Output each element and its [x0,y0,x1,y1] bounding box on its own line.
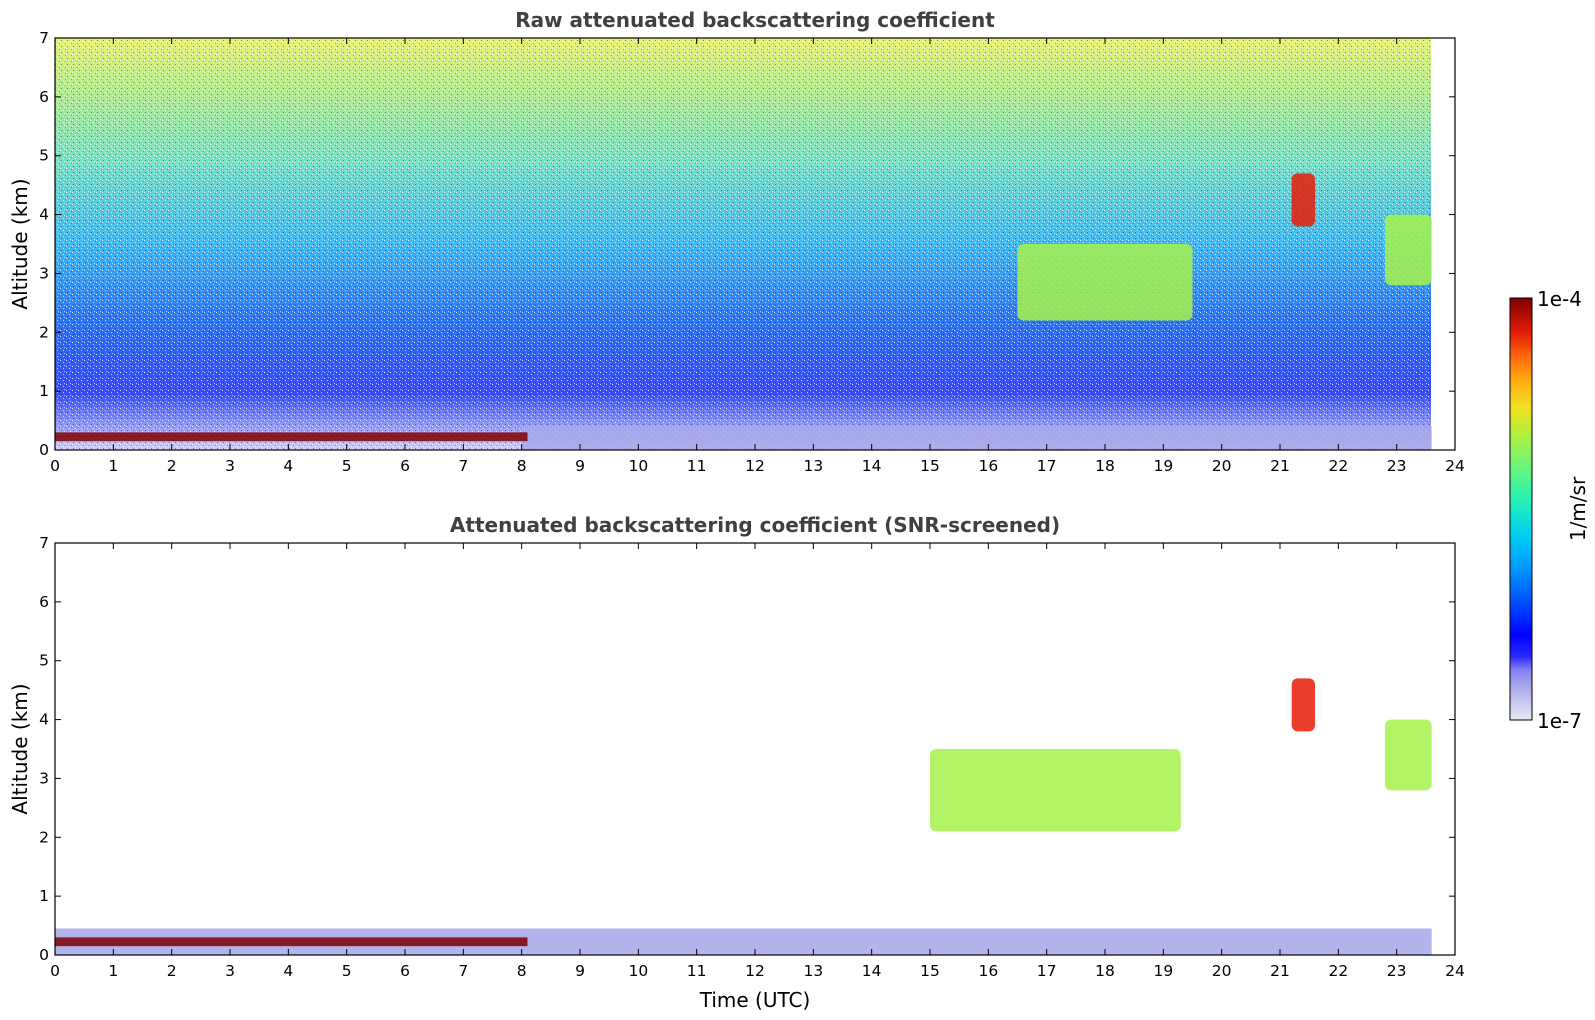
panel-screened-xtick-label: 3 [225,962,235,980]
panel-raw: Raw attenuated backscattering coefficien… [8,8,1465,475]
panel-raw-xtick-label: 7 [458,457,468,475]
panel-raw-xtick-label: 14 [862,457,882,475]
panel-screened-xtick-label: 23 [1387,962,1407,980]
panel-screened-xtick-label: 13 [803,962,823,980]
panel-screened-ytick-label: 5 [39,652,49,670]
panel-screened-ytick-label: 0 [39,946,49,964]
panel-raw-xtick-label: 11 [687,457,707,475]
panel-screened-xtick-label: 12 [745,962,765,980]
colorbar-unit-label: 1/m/sr [1566,476,1590,541]
panel-raw-xtick-label: 5 [342,457,352,475]
panel-raw-xtick-label: 9 [575,457,585,475]
panel-raw-ylabel: Altitude (km) [8,178,32,309]
panel-raw-xtick-label: 1 [108,457,118,475]
colorbar-max-label: 1e-4 [1537,287,1582,311]
panel-raw-plot-area [55,38,1432,450]
panel-screened-xtick-label: 14 [862,962,882,980]
panel-raw-layer-cloud [1017,244,1193,321]
panel-raw-ytick-label: 1 [39,382,49,400]
panel-raw-layer-boundary-layer [521,426,1432,450]
panel-raw-xtick-label: 18 [1095,457,1115,475]
panel-raw-xtick-label: 23 [1387,457,1407,475]
panel-raw-xtick-label: 15 [920,457,940,475]
panel-screened-ytick-label: 6 [39,593,49,611]
panel-screened-frame [54,542,1456,956]
panel-raw-xtick-label: 10 [628,457,648,475]
panel-raw-ytick-label: 6 [39,88,49,106]
panel-raw-xtick-label: 0 [50,457,60,475]
panel-raw-xtick-label: 21 [1270,457,1290,475]
panel-raw-ytick-label: 7 [39,29,49,47]
panel-screened-ytick-label: 2 [39,828,49,846]
panel-screened-xtick-label: 24 [1445,962,1465,980]
panel-screened-xtick-label: 15 [920,962,940,980]
panel-screened-xtick-label: 20 [1212,962,1232,980]
panel-raw-xtick-label: 22 [1328,457,1348,475]
colorbar-gradient [1509,297,1533,721]
panel-raw-title: Raw attenuated backscattering coefficien… [515,8,995,32]
panel-raw-xtick-label: 24 [1445,457,1465,475]
panel-raw-ytick-label: 0 [39,441,49,459]
panel-raw-layer-cloud [1385,214,1432,286]
panel-raw-xtick-label: 4 [283,457,293,475]
panel-raw-ytick-label: 4 [39,206,49,224]
panel-raw-xtick-label: 2 [167,457,177,475]
panel-screened-xtick-label: 9 [575,962,585,980]
panel-screened-xtick-label: 5 [342,962,352,980]
panel-screened-xtick-label: 21 [1270,962,1290,980]
panel-screened-xtick-label: 2 [167,962,177,980]
colorbar-min-label: 1e-7 [1537,709,1582,733]
panel-screened-ytick-label: 3 [39,769,49,787]
panel-raw-xtick-label: 3 [225,457,235,475]
panel-raw-xtick-label: 12 [745,457,765,475]
panel-raw-ytick-label: 5 [39,147,49,165]
panel-screened-xlabel: Time (UTC) [699,988,811,1012]
panel-screened-xtick-label: 16 [978,962,998,980]
panel-screened-xtick-label: 7 [458,962,468,980]
panel-screened-xtick-label: 1 [108,962,118,980]
panel-screened: Attenuated backscattering coefficient (S… [8,513,1465,1012]
panel-raw-xtick-label: 8 [517,457,527,475]
panel-screened-xtick-label: 17 [1037,962,1057,980]
panel-raw-xtick-label: 6 [400,457,410,475]
colorbar: 1e-4 1e-7 1/m/sr [1509,287,1590,733]
panel-screened-ytick-label: 7 [39,534,49,552]
panel-screened-title: Attenuated backscattering coefficient (S… [450,513,1060,537]
panel-screened-xtick-label: 22 [1328,962,1348,980]
panel-screened-layer-cloud [1291,678,1315,732]
panel-screened-layer-cloud [1385,719,1432,791]
panel-raw-ytick-label: 2 [39,323,49,341]
panel-screened-xtick-label: 8 [517,962,527,980]
panel-screened-layer-cloud [930,749,1181,832]
panel-screened-xtick-label: 19 [1153,962,1173,980]
panel-screened-xtick-label: 18 [1095,962,1115,980]
panel-raw-noise-speckle [55,38,1431,450]
panel-raw-xtick-label: 16 [978,457,998,475]
panel-raw-xtick-label: 20 [1212,457,1232,475]
panel-raw-xtick-label: 17 [1037,457,1057,475]
panel-raw-xtick-label: 19 [1153,457,1173,475]
panel-screened-ytick-label: 4 [39,711,49,729]
panel-screened-layer-dense-aerosol-layer [55,937,528,947]
panel-raw-xtick-label: 13 [803,457,823,475]
panel-raw-layer-cloud [1291,173,1315,227]
panel-screened-xtick-label: 6 [400,962,410,980]
panel-screened-ylabel: Altitude (km) [8,683,32,814]
panel-screened-xtick-label: 4 [283,962,293,980]
panel-raw-ytick-label: 3 [39,264,49,282]
panel-screened-ytick-label: 1 [39,887,49,905]
panel-screened-xtick-label: 10 [628,962,648,980]
panel-screened-xtick-label: 11 [687,962,707,980]
panel-screened-xtick-label: 0 [50,962,60,980]
panel-raw-layer-dense-aerosol-layer [55,432,528,442]
panel-screened-plot-area [55,678,1432,955]
